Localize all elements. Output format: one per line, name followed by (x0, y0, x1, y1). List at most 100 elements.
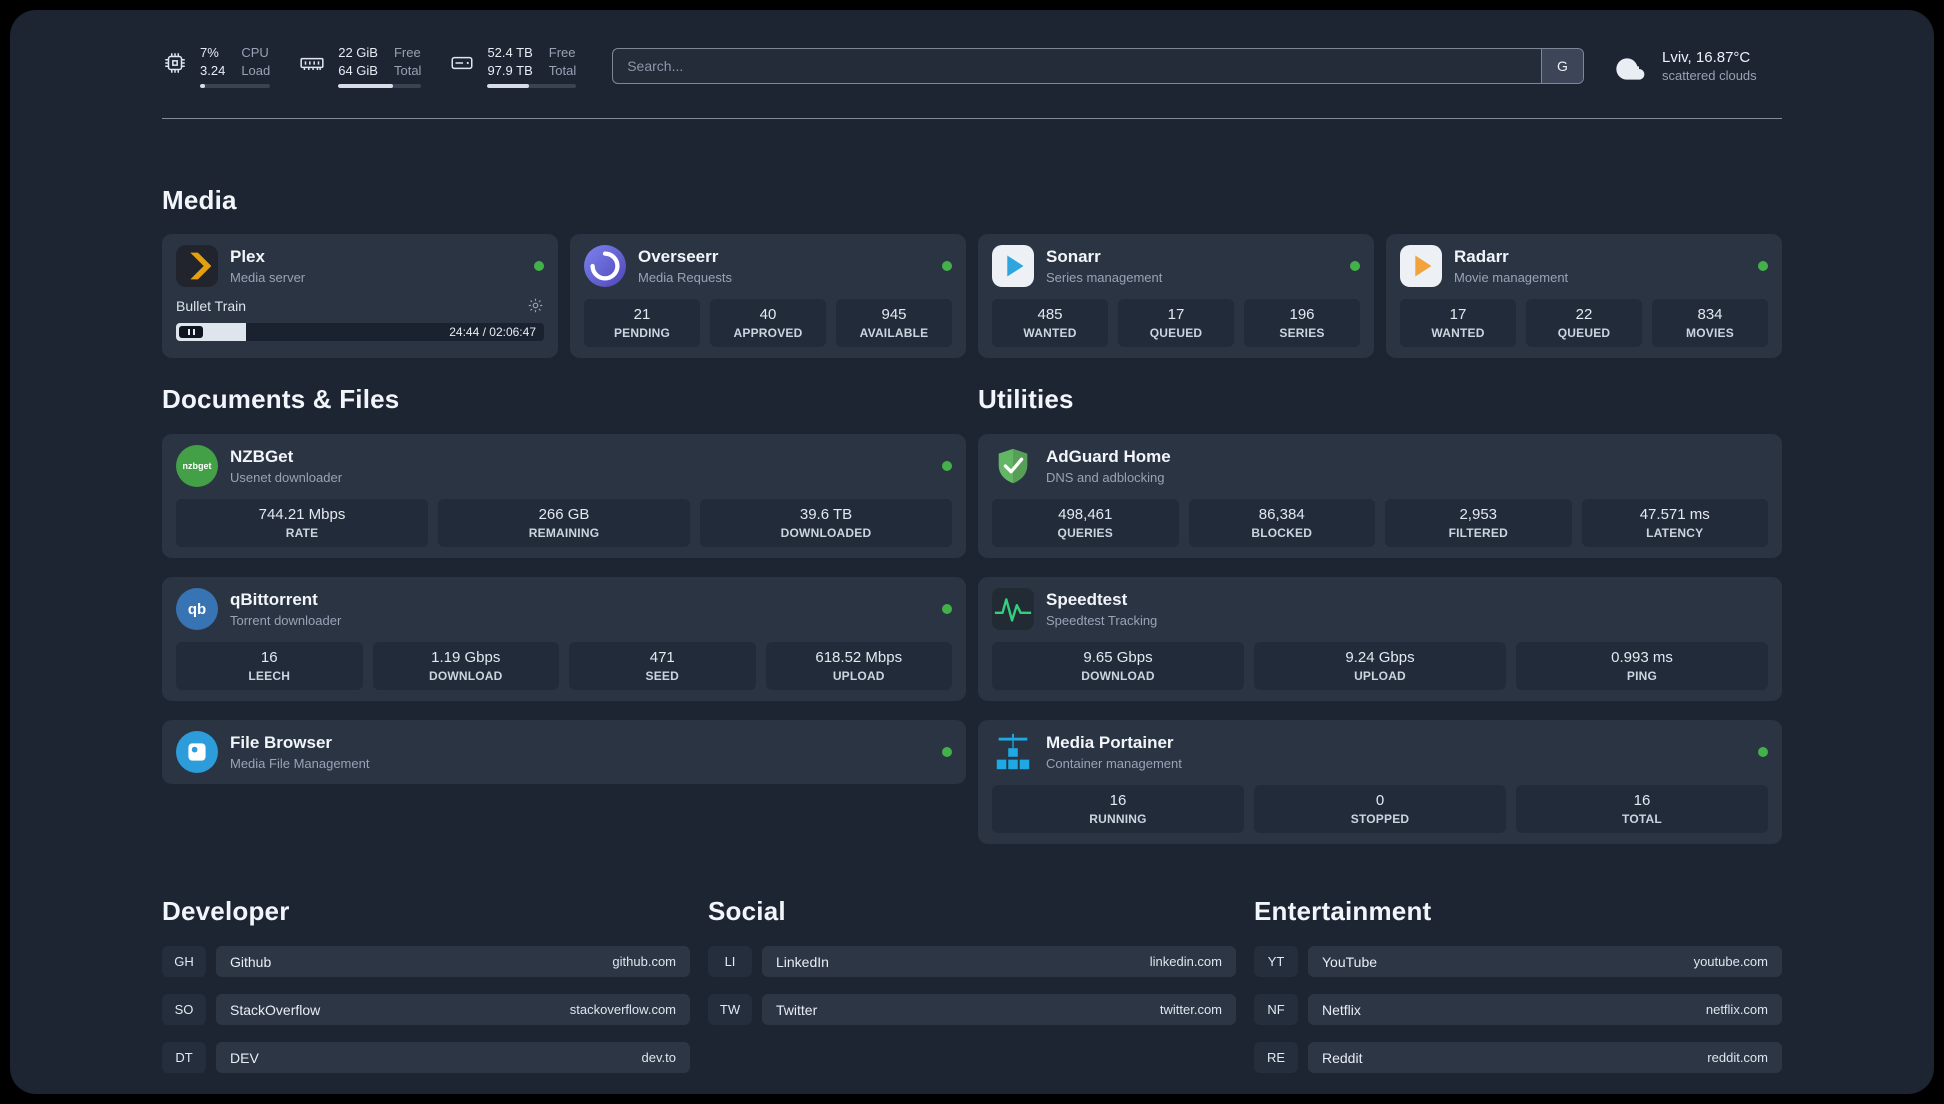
app-name: Media Portainer (1046, 733, 1174, 752)
bookmark-link-reddit[interactable]: Reddit reddit.com (1308, 1042, 1782, 1073)
app-subtitle: Torrent downloader (230, 613, 342, 628)
app-card-adguard[interactable]: AdGuard Home DNS and adblocking 498,461 … (978, 434, 1782, 558)
bookmark-row: TW Twitter twitter.com (708, 994, 1236, 1025)
app-card-overseerr[interactable]: Overseerr Media Requests 21 PENDING 40 A… (570, 234, 966, 358)
pause-button[interactable] (179, 326, 203, 338)
app-subtitle: Movie management (1454, 270, 1569, 285)
bookmarks-area: Developer GH Github github.com SO StackO… (162, 896, 1782, 1073)
app-subtitle: Usenet downloader (230, 470, 343, 485)
status-badge (1758, 261, 1768, 271)
middle-columns: Documents & Files nzbget NZBGet Usenet d… (162, 384, 1782, 844)
app-card-portainer[interactable]: Media Portainer Container management 16 … (978, 720, 1782, 844)
cloud-icon (1612, 53, 1650, 85)
app-name: Overseerr (638, 247, 719, 266)
player-settings-button[interactable] (527, 297, 544, 314)
media-grid: Plex Media server Bullet Train (162, 234, 1782, 358)
app-card-radarr[interactable]: Radarr Movie management 17 WANTED 22 QUE… (1386, 234, 1782, 358)
utilities-section-title: Utilities (978, 384, 1074, 414)
app-card-qbittorrent[interactable]: qb qBittorrent Torrent downloader 16 LEE… (162, 577, 966, 701)
app-card-nzbget[interactable]: nzbget NZBGet Usenet downloader 744.21 M… (162, 434, 966, 558)
app-subtitle: Container management (1046, 756, 1182, 771)
bookmark-abbr: YT (1254, 946, 1298, 977)
bookmark-abbr: GH (162, 946, 206, 977)
app-card-sonarr[interactable]: Sonarr Series management 485 WANTED 17 Q… (978, 234, 1374, 358)
status-badge (1350, 261, 1360, 271)
bookmark-abbr: SO (162, 994, 206, 1025)
bookmark-abbr: TW (708, 994, 752, 1025)
bookmarks-social: Social LI LinkedIn linkedin.com TW Twitt… (708, 896, 1236, 1025)
status-badge (534, 261, 544, 271)
plex-icon (176, 245, 218, 287)
app-card-filebrowser[interactable]: File Browser Media File Management (162, 720, 966, 784)
cpu-progress-fill (200, 84, 205, 89)
bookmark-link-youtube[interactable]: YouTube youtube.com (1308, 946, 1782, 977)
bookmark-link-netflix[interactable]: Netflix netflix.com (1308, 994, 1782, 1025)
stat-tile: 40 APPROVED (710, 299, 826, 347)
search-input[interactable] (613, 58, 1541, 74)
storage-label-free: Free (548, 44, 576, 60)
bookmark-link-github[interactable]: Github github.com (216, 946, 690, 977)
plex-now-playing: Bullet Train (176, 297, 544, 341)
stat-tile: 1.19 Gbps DOWNLOAD (372, 642, 559, 690)
bookmark-link-dev[interactable]: DEV dev.to (216, 1042, 690, 1073)
cpu-label2: Load (241, 62, 271, 78)
radarr-icon (1400, 245, 1442, 287)
stat-tile: 471 SEED (569, 642, 756, 690)
search-engine-button[interactable]: G (1541, 49, 1583, 83)
cpu-chip-icon (162, 50, 188, 76)
weather-widget: Lviv, 16.87°C scattered clouds (1612, 47, 1782, 85)
stat-tile: 17 QUEUED (1118, 299, 1234, 347)
stat-tile: 196 SERIES (1244, 299, 1360, 347)
stat-tile: 16 TOTAL (1516, 785, 1768, 833)
developer-section-title: Developer (162, 896, 290, 926)
now-playing-title: Bullet Train (176, 297, 247, 314)
bookmark-link-twitter[interactable]: Twitter twitter.com (762, 994, 1236, 1025)
stat-tile: 17 WANTED (1400, 299, 1516, 347)
stat-tile: 47.571 ms LATENCY (1581, 499, 1768, 547)
memory-label-total: Total (393, 62, 422, 78)
cpu-label: CPU (241, 44, 269, 60)
app-subtitle: DNS and adblocking (1046, 470, 1165, 485)
bookmark-link-stackoverflow[interactable]: StackOverflow stackoverflow.com (216, 994, 690, 1025)
bookmark-link-linkedin[interactable]: LinkedIn linkedin.com (762, 946, 1236, 977)
stat-tile: 9.65 Gbps DOWNLOAD (992, 642, 1244, 690)
portainer-icon (992, 731, 1034, 773)
section-media: Media Plex Media server Bullet Train (162, 185, 1782, 358)
app-subtitle: Media File Management (230, 756, 370, 771)
bookmark-row: YT YouTube youtube.com (1254, 946, 1782, 977)
app-name: Plex (230, 247, 265, 266)
topbar: 7% 3.24 CPU Load (162, 40, 1782, 92)
cpu-load-avg: 3.24 (200, 62, 226, 78)
status-badge (942, 604, 952, 614)
playback-progress-bar[interactable]: 24:44 / 02:06:47 (176, 323, 544, 341)
memory-label-free: Free (393, 44, 421, 60)
app-card-plex[interactable]: Plex Media server Bullet Train (162, 234, 558, 358)
app-subtitle: Series management (1046, 270, 1163, 285)
memory-progress-bar (338, 84, 422, 89)
memory-icon (298, 50, 326, 76)
section-utilities: Utilities AdGuard Home DNS and adblockin… (978, 384, 1782, 844)
bookmark-abbr: RE (1254, 1042, 1298, 1073)
sonarr-icon (992, 245, 1034, 287)
social-section-title: Social (708, 896, 786, 926)
app-name: Speedtest (1046, 590, 1128, 609)
bookmark-row: NF Netflix netflix.com (1254, 994, 1782, 1025)
bookmark-row: SO StackOverflow stackoverflow.com (162, 994, 690, 1025)
bookmarks-entertainment: Entertainment YT YouTube youtube.com NF … (1254, 896, 1782, 1073)
qbittorrent-icon: qb (176, 588, 218, 630)
app-card-speedtest[interactable]: Speedtest Speedtest Tracking 9.65 Gbps D… (978, 577, 1782, 701)
bookmark-abbr: DT (162, 1042, 206, 1073)
bookmarks-developer: Developer GH Github github.com SO StackO… (162, 896, 690, 1073)
bookmark-row: GH Github github.com (162, 946, 690, 977)
playback-time: 24:44 / 02:06:47 (449, 325, 536, 339)
memory-stat: 22 GiB 64 GiB Free Total (298, 44, 422, 89)
stat-tile: 618.52 Mbps UPLOAD (765, 642, 952, 690)
stat-tile: 39.6 TB DOWNLOADED (700, 499, 952, 547)
filebrowser-icon (176, 731, 218, 773)
app-name: AdGuard Home (1046, 447, 1171, 466)
bookmark-row: DT DEV dev.to (162, 1042, 690, 1073)
status-badge (942, 261, 952, 271)
stat-tile: 266 GB REMAINING (438, 499, 690, 547)
bookmark-abbr: NF (1254, 994, 1298, 1025)
bookmark-abbr: LI (708, 946, 752, 977)
